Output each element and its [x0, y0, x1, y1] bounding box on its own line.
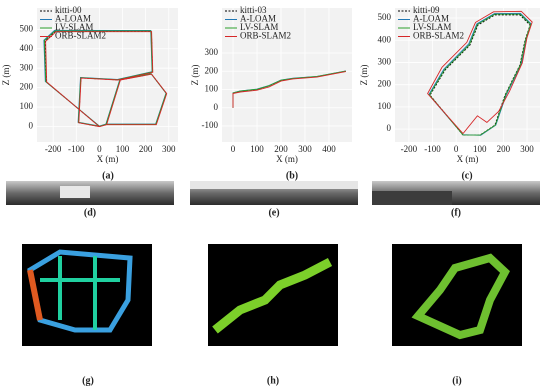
x-tick-label: 0	[231, 144, 236, 154]
x-tick-label: 200	[139, 144, 153, 154]
legend-label: A-LOAM	[55, 14, 91, 24]
y-tick-label: 200	[20, 82, 34, 92]
caption: (a)	[102, 170, 114, 181]
chart: -200 -100 0 100 200 300 0 100 200 300 400 500 X (m) Z…	[1, 5, 178, 164]
y-tick-label: 300	[20, 62, 34, 72]
y-tick-label: 300	[205, 47, 219, 57]
x-tick-label: -200	[401, 144, 418, 154]
caption: (d)	[84, 207, 96, 218]
x-tick-label: 100	[250, 144, 264, 154]
cloud-shape	[27, 269, 43, 321]
legend-label: LV-SLAM	[413, 22, 451, 32]
legend-label: ORB-SLAM2	[413, 31, 464, 41]
legend-label: A-LOAM	[413, 14, 449, 24]
legend-label: ORB-SLAM2	[240, 31, 291, 41]
cloud-shape	[27, 249, 133, 333]
cloud-shape	[212, 258, 333, 334]
photos	[6, 181, 540, 205]
x-tick-label: -200	[45, 144, 62, 154]
legend-label: A-LOAM	[240, 14, 276, 24]
y-axis-label: Z (m)	[1, 65, 11, 86]
photo-detail	[372, 191, 452, 205]
photo-detail	[60, 186, 90, 198]
x-tick-label: 100	[473, 144, 487, 154]
y-tick-label: 400	[378, 34, 392, 44]
caption: (c)	[461, 170, 472, 181]
cloud-shape	[411, 253, 510, 340]
y-axis-label: Z (m)	[190, 65, 200, 86]
x-tick-label: 100	[116, 144, 130, 154]
trajectory	[428, 13, 532, 136]
y-tick-label: 200	[378, 79, 392, 89]
y-tick-label: 200	[205, 65, 219, 75]
trajectory	[232, 70, 346, 108]
y-tick-label: 100	[205, 84, 219, 94]
legend-label: kitti-09	[413, 5, 440, 15]
legend-label: kitti-00	[55, 5, 82, 15]
y-tick-label: 0	[214, 102, 219, 112]
x-tick-label: 0	[454, 144, 459, 154]
y-tick-label: 500	[20, 23, 34, 33]
x-tick-label: 200	[274, 144, 288, 154]
x-tick-label: 0	[97, 144, 102, 154]
legend-label: LV-SLAM	[240, 22, 278, 32]
caption: (i)	[452, 375, 461, 386]
y-tick-label: 400	[20, 43, 34, 53]
caption: (g)	[82, 375, 94, 386]
y-tick-label: -100	[202, 120, 219, 130]
point-cloud	[392, 244, 522, 346]
x-axis-label: X (m)	[457, 154, 479, 164]
y-tick-label: 500	[378, 12, 392, 22]
x-tick-label: 200	[497, 144, 511, 154]
x-tick-label: 400	[322, 144, 336, 154]
x-axis-label: X (m)	[97, 154, 119, 164]
legend-label: ORB-SLAM2	[55, 31, 106, 41]
y-tick-label: 300	[378, 57, 392, 67]
photo-detail	[190, 181, 358, 189]
x-tick-label: 300	[162, 144, 176, 154]
caption: (b)	[286, 170, 298, 181]
x-tick-label: -100	[68, 144, 85, 154]
trajectory	[429, 14, 531, 136]
x-tick-label: 300	[298, 144, 312, 154]
chart: -200 -100 0 100 200 300 0 100 200 300 400 500 X (m) Z…	[359, 5, 540, 164]
caption: (e)	[268, 207, 279, 218]
y-tick-label: 100	[20, 101, 34, 111]
x-tick-label: 300	[520, 144, 534, 154]
y-tick-label: 0	[29, 121, 34, 131]
x-axis-label: X (m)	[276, 154, 298, 164]
caption: (f)	[451, 207, 461, 218]
point-clouds	[22, 244, 522, 346]
trajectory	[427, 10, 533, 134]
cloud-shape	[40, 256, 120, 330]
y-tick-label: 0	[387, 123, 392, 133]
legend-label: LV-SLAM	[55, 22, 93, 32]
trajectory	[232, 71, 346, 108]
y-axis-label: Z (m)	[359, 65, 369, 86]
y-tick-label: 100	[378, 101, 392, 111]
legend-label: kitti-03	[240, 5, 267, 15]
x-tick-label: -100	[424, 144, 441, 154]
caption: (h)	[267, 375, 279, 386]
